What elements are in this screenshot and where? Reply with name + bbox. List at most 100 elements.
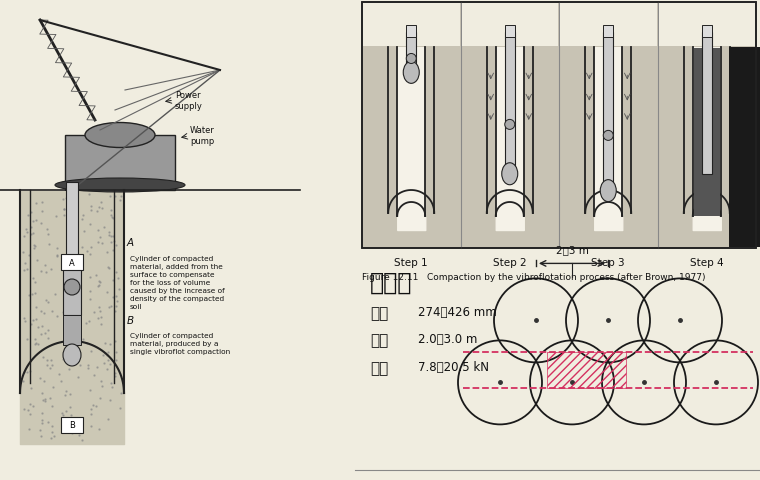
Point	[17, 369, 30, 376]
Point	[39, 262, 51, 269]
Point	[30, 217, 43, 225]
Point	[24, 320, 36, 328]
Point	[17, 267, 30, 275]
Circle shape	[603, 131, 613, 141]
Point	[115, 193, 127, 201]
Point	[39, 377, 51, 384]
Point	[36, 308, 48, 315]
Point	[65, 216, 77, 224]
Point	[51, 245, 63, 253]
Point	[109, 370, 121, 377]
Point	[65, 360, 77, 367]
Point	[19, 260, 31, 268]
Point	[18, 405, 30, 413]
Point	[28, 241, 40, 249]
Point	[46, 422, 58, 430]
Point	[51, 252, 63, 260]
Ellipse shape	[600, 180, 616, 202]
Point	[22, 407, 34, 414]
Point	[21, 228, 33, 236]
Point	[30, 200, 43, 208]
Point	[95, 313, 107, 321]
Point	[96, 321, 108, 328]
Point	[71, 251, 84, 259]
Point	[37, 309, 49, 317]
Point	[69, 422, 81, 430]
Point	[85, 206, 97, 214]
Point	[17, 232, 30, 240]
Point	[93, 303, 106, 311]
Bar	[594, 48, 622, 216]
Point	[65, 278, 78, 286]
Point	[40, 268, 52, 276]
Text: 2～3 m: 2～3 m	[556, 245, 588, 255]
Point	[96, 240, 108, 247]
Point	[102, 356, 114, 364]
Point	[81, 339, 93, 347]
Point	[88, 309, 100, 317]
Point	[59, 392, 71, 399]
Point	[30, 316, 42, 324]
Point	[76, 244, 88, 252]
Point	[23, 291, 35, 299]
Bar	[546, 352, 626, 388]
Ellipse shape	[85, 123, 155, 148]
Point	[35, 268, 47, 276]
Point	[84, 296, 96, 303]
Point	[110, 348, 122, 356]
Point	[103, 304, 116, 312]
Point	[113, 286, 125, 293]
Point	[44, 365, 56, 372]
Text: 长度: 长度	[370, 332, 388, 347]
Point	[42, 299, 54, 306]
Text: B: B	[126, 315, 134, 325]
Point	[106, 384, 118, 391]
Point	[25, 208, 37, 216]
Point	[24, 425, 36, 432]
Point	[18, 315, 30, 323]
Point	[25, 224, 37, 231]
Point	[63, 252, 75, 260]
Point	[81, 320, 93, 327]
Point	[104, 360, 116, 368]
Point	[46, 362, 58, 370]
Point	[69, 198, 81, 205]
Text: Power
supply: Power supply	[175, 91, 203, 110]
Point	[19, 318, 31, 325]
Point	[76, 436, 88, 444]
Point	[93, 282, 105, 289]
Text: B: B	[69, 420, 75, 430]
Text: A: A	[126, 238, 134, 248]
Point	[36, 416, 48, 424]
Point	[96, 383, 108, 390]
Ellipse shape	[404, 62, 420, 84]
Bar	[505, 33, 515, 174]
Point	[76, 216, 88, 224]
Point	[93, 307, 106, 315]
Bar	[560, 4, 657, 47]
Point	[74, 362, 86, 370]
Point	[92, 283, 104, 290]
Text: Cylinder of compacted
material, produced by a
single vibroflot compaction: Cylinder of compacted material, produced…	[130, 332, 230, 354]
Point	[98, 223, 110, 231]
Point	[76, 256, 88, 264]
Bar	[397, 48, 426, 216]
Point	[78, 336, 90, 343]
Bar	[603, 26, 613, 38]
Point	[96, 205, 108, 213]
Point	[47, 384, 59, 391]
Bar	[701, 26, 712, 38]
Point	[58, 206, 70, 214]
Bar	[21, 192, 123, 393]
Bar	[63, 315, 81, 345]
Point	[87, 372, 100, 380]
Point	[39, 395, 51, 403]
Point	[93, 234, 106, 242]
Point	[56, 308, 68, 316]
Point	[64, 391, 76, 398]
Text: Step 2: Step 2	[493, 257, 527, 267]
Point	[103, 265, 116, 273]
Bar	[658, 4, 755, 47]
Text: 7.8～20.5 kN: 7.8～20.5 kN	[418, 360, 489, 373]
Point	[107, 247, 119, 254]
